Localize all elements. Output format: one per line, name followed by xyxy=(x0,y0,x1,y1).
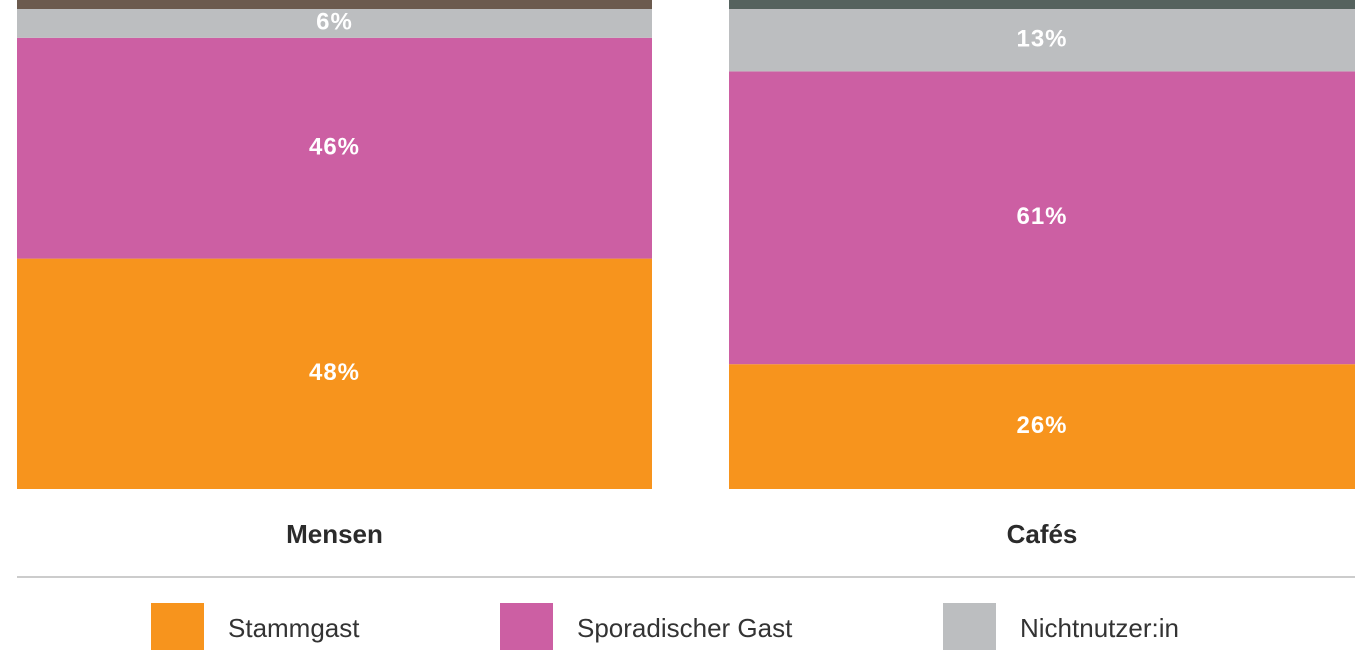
photo-strip xyxy=(729,0,1355,10)
legend-swatch xyxy=(943,603,996,650)
value-label: 26% xyxy=(1016,412,1067,439)
legend-swatch xyxy=(151,603,204,650)
value-label: 6% xyxy=(316,9,353,36)
value-label: 13% xyxy=(1016,26,1067,53)
value-label: 48% xyxy=(309,359,360,386)
chart: 48% 46% 6% Mensen 26% 61% 13% Cafés Stammgast Spo… xyxy=(0,0,1355,650)
category-label: Cafés xyxy=(1007,519,1078,549)
legend-label: Stammgast xyxy=(228,613,360,643)
page: {"chart_data": {"type": "stacked_bar", "… xyxy=(0,0,1355,650)
legend-swatch xyxy=(500,603,553,650)
value-label: 46% xyxy=(309,134,360,161)
legend-label: Nichtnutzer:in xyxy=(1020,613,1179,643)
value-label: 61% xyxy=(1016,203,1067,230)
legend-label: Sporadischer Gast xyxy=(577,613,793,643)
category-label: Mensen xyxy=(286,519,383,549)
